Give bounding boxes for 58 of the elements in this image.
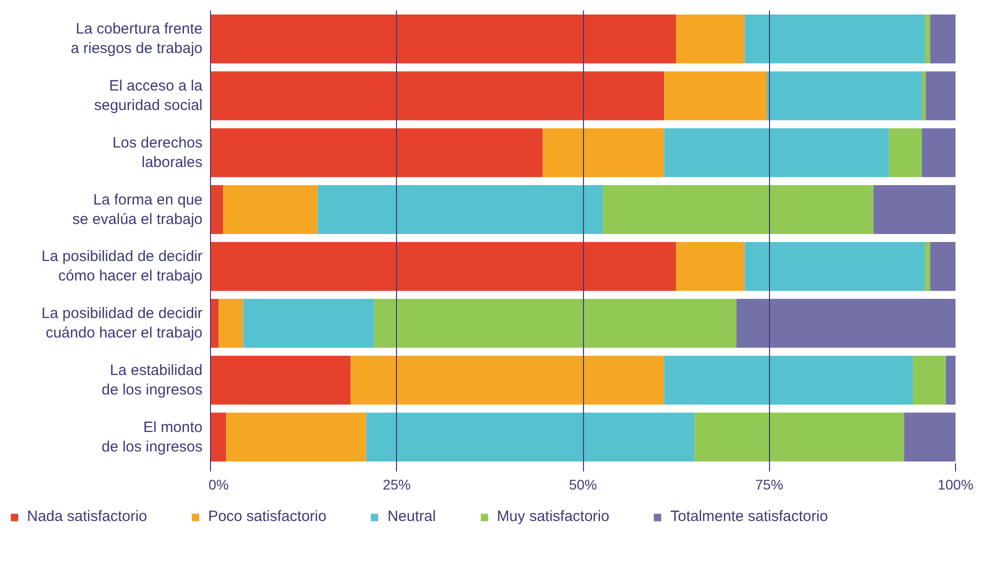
bar: [904, 412, 956, 462]
bar: [930, 242, 956, 291]
bar: [922, 128, 956, 178]
bar: [922, 71, 926, 120]
bar: [930, 14, 956, 64]
bar: [744, 242, 925, 291]
bar: [744, 14, 925, 64]
bar: [226, 412, 366, 462]
bar: [924, 242, 930, 291]
bar: [210, 356, 351, 405]
bar: [374, 298, 736, 348]
legend-label: Nada satisfactorio: [27, 508, 148, 525]
bar: [889, 128, 922, 178]
bar: [210, 298, 219, 348]
x-tick-label: 100%: [938, 476, 974, 492]
bar: [874, 185, 956, 234]
bar: [210, 242, 676, 291]
bar: [676, 14, 745, 64]
bar: [210, 412, 226, 462]
bar: [946, 356, 956, 405]
bar: [603, 185, 874, 234]
bar: [223, 185, 318, 234]
bar: [767, 71, 922, 120]
bar: [542, 128, 664, 178]
bar: [218, 298, 244, 348]
y-tick-label: La posibilidad de decidir cuándo hacer el trabajo: [42, 305, 203, 342]
bar: [210, 128, 543, 178]
bar: [913, 356, 946, 405]
bar: [318, 185, 604, 234]
legend-label: Muy satisfactorio: [496, 508, 610, 525]
y-tick-label: La posibilidad de decidir cómo hacer el trabajo: [42, 248, 203, 285]
bar: [924, 14, 930, 64]
y-tick-label: El monto de los ingresos: [102, 418, 203, 456]
legend-label: Totalmente satisfactorio: [670, 508, 828, 525]
x-tick-label: 75%: [755, 476, 784, 492]
x-tick-label: 50%: [568, 476, 598, 492]
y-tick-label: La estabilidad de los ingresos: [102, 362, 203, 398]
bar: [210, 14, 676, 64]
bar: [736, 298, 956, 348]
bar: [926, 71, 956, 120]
bar: [664, 356, 914, 405]
bar: [664, 128, 890, 178]
x-tick-label: 0%: [208, 476, 229, 492]
bar: [243, 298, 374, 348]
bar: [210, 71, 664, 120]
legend-label: Neutral: [387, 508, 436, 525]
legend-label: Poco satisfactorio: [208, 508, 326, 525]
y-tick-label: La cobertura frente a riesgos de trabajo: [70, 20, 203, 58]
bar: [676, 242, 745, 291]
bar: [350, 356, 664, 405]
bar: [366, 412, 695, 462]
bar: [694, 412, 904, 462]
y-tick-label: El acceso a la seguridad social: [94, 78, 204, 114]
bar: [664, 71, 768, 120]
x-tick-label: 25%: [382, 476, 411, 492]
y-tick-label: La forma en que se evalúa el trabajo: [72, 191, 203, 228]
y-tick-label: Los derechos laborales: [112, 134, 203, 171]
bar: [210, 185, 224, 234]
